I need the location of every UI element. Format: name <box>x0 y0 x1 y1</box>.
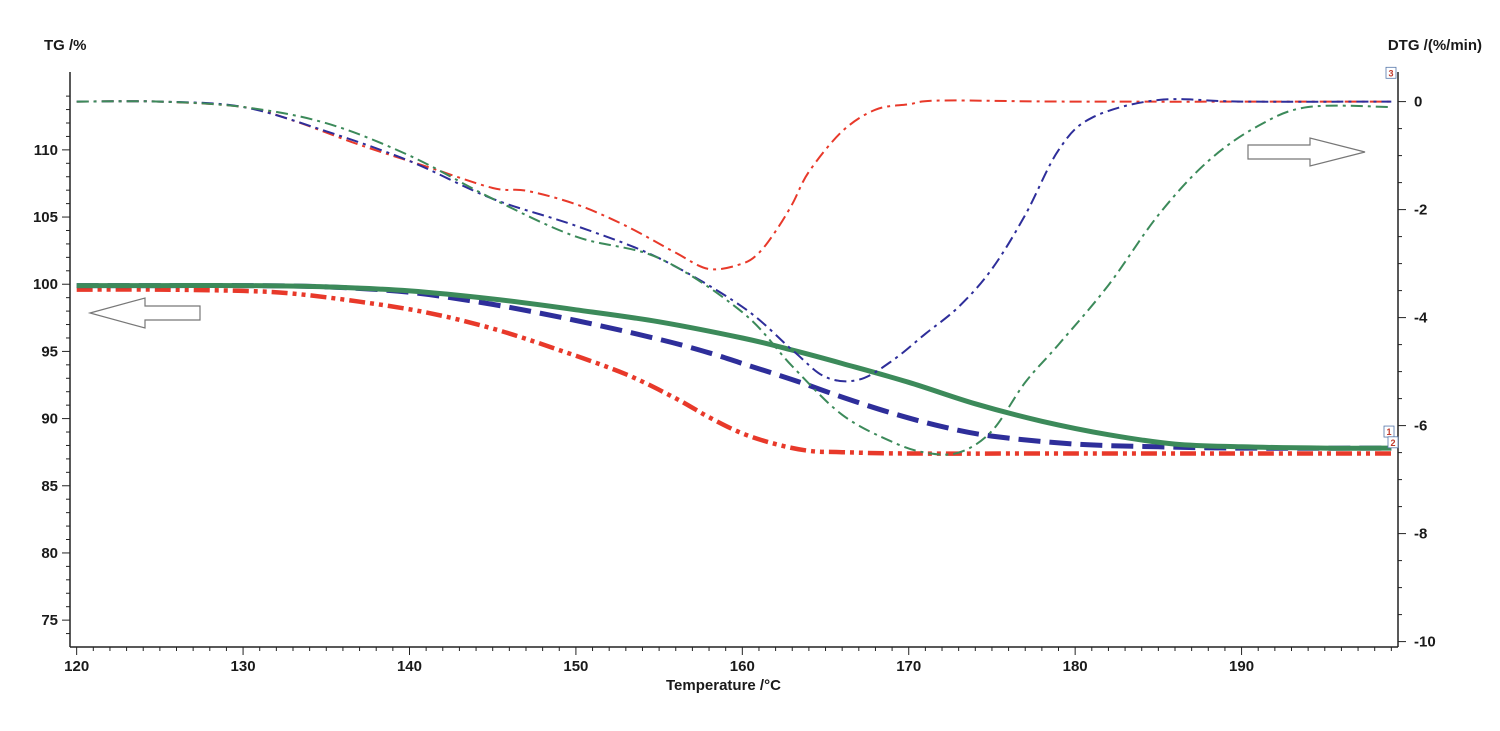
axes-layer: 120 130 140 150 160 170 180 1907580859095100105… <box>33 72 1436 675</box>
x-tick-label: 130 <box>231 658 256 675</box>
y-tick-label-left: 110 <box>34 142 58 159</box>
y-axis-title-left: TG /% <box>44 37 87 54</box>
series-layer <box>76 98 1392 456</box>
x-tick-label: 190 <box>1229 658 1254 675</box>
tg-series-line-0 <box>76 287 1392 456</box>
y-tick-label-left: 85 <box>41 478 58 495</box>
dtg-series-line-4 <box>76 98 1392 383</box>
tg-series-line-2 <box>76 282 1392 451</box>
y-tick-label-right: 0 <box>1414 94 1422 111</box>
y-tick-label-left: 90 <box>41 411 58 428</box>
dtg-series-line-3 <box>76 99 1392 271</box>
y-axis-title-right: DTG /(%/min) <box>1387 37 1482 54</box>
x-tick-label: 150 <box>563 658 588 675</box>
y-tick-label-right: -8 <box>1414 526 1427 543</box>
y-tick-label-left: 105 <box>33 209 58 226</box>
y-tick-label-right: -6 <box>1414 418 1427 435</box>
x-tick-label: 170 <box>896 658 921 675</box>
curve-end-marker-label: 3 <box>1388 68 1393 78</box>
annotation-layer: 3 12 <box>87 66 1399 449</box>
y-tick-label-right: -4 <box>1414 310 1428 327</box>
y-tick-label-left: 80 <box>41 545 58 562</box>
curve-end-marker-box <box>1387 436 1399 449</box>
x-tick-label: 140 <box>397 658 422 675</box>
dtg-series-line-5 <box>76 100 1392 456</box>
curve-end-marker-label: 1 <box>1386 427 1391 437</box>
y-tick-label-left: 100 <box>33 276 58 293</box>
arrow-left-icon <box>87 297 201 329</box>
tg-series-line-1 <box>76 282 1392 451</box>
x-axis-title: Temperature /°C <box>666 677 781 694</box>
x-tick-label: 160 <box>730 658 755 675</box>
arrow-right-icon <box>1247 137 1366 167</box>
y-tick-label-left: 95 <box>41 343 58 360</box>
y-tick-label-right: -2 <box>1414 202 1427 219</box>
curve-end-marker-box <box>1385 66 1397 79</box>
y-tick-label-left: 75 <box>41 612 58 629</box>
x-tick-label: 180 <box>1063 658 1088 675</box>
y-tick-label-right: -10 <box>1414 634 1436 651</box>
x-tick-label: 120 <box>64 658 89 675</box>
curve-end-marker-label: 2 <box>1390 438 1395 448</box>
